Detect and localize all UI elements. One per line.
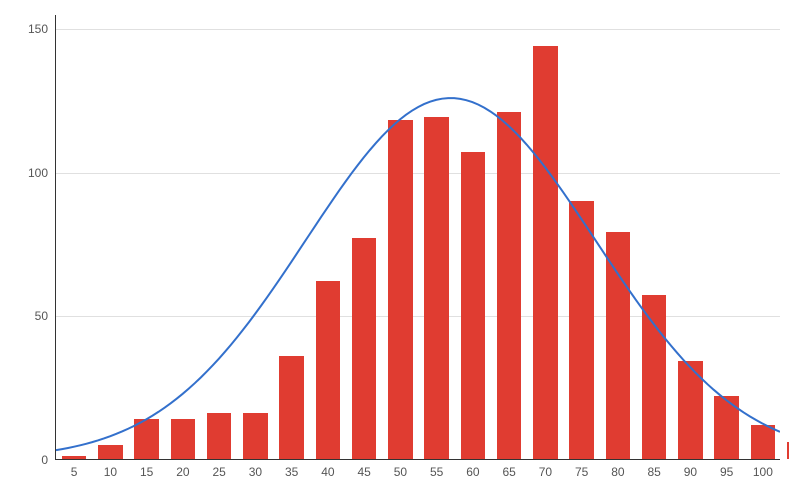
histogram-bar [642,295,667,459]
x-tick-label: 15 [140,459,153,479]
x-tick-label: 50 [394,459,407,479]
distribution-curve [56,98,780,450]
histogram-bar [533,46,558,459]
histogram-chart: 0 50 100 150 5 10 15 20 25 30 35 40 45 50 55 60 65 70 75 80… [25,15,780,485]
histogram-bar [569,201,594,459]
x-tick-label: 85 [647,459,660,479]
plot-area: 0501001505101520253035404550556065707580… [55,15,780,460]
x-tick-label: 100 [753,459,773,479]
gridline [56,316,780,317]
x-tick-label: 70 [539,459,552,479]
histogram-bar [316,281,341,459]
histogram-bar [751,425,776,459]
histogram-bar [497,112,522,459]
histogram-bar [388,120,413,459]
histogram-bar [424,117,449,459]
y-tick-label: 150 [26,22,56,36]
histogram-bar [243,413,268,459]
x-tick-label: 25 [212,459,225,479]
histogram-bar [714,396,739,459]
histogram-bar [678,361,703,459]
x-tick-label: 75 [575,459,588,479]
curve-overlay [56,15,780,459]
x-tick-label: 80 [611,459,624,479]
y-tick-label: 50 [26,309,56,323]
x-tick-label: 55 [430,459,443,479]
x-tick-label: 45 [357,459,370,479]
histogram-bar [171,419,196,459]
x-tick-label: 90 [684,459,697,479]
histogram-bar [461,152,486,459]
x-tick-label: 60 [466,459,479,479]
x-tick-label: 10 [104,459,117,479]
y-tick-label: 0 [26,453,56,467]
histogram-bar [134,419,159,459]
histogram-bar [352,238,377,459]
histogram-bar [98,445,123,459]
x-tick-label: 20 [176,459,189,479]
gridline [56,173,780,174]
histogram-bar [62,456,87,459]
x-tick-label: 30 [249,459,262,479]
y-tick-label: 100 [26,166,56,180]
x-tick-label: 95 [720,459,733,479]
x-tick-label: 65 [502,459,515,479]
histogram-bar [207,413,232,459]
x-tick-label: 40 [321,459,334,479]
x-tick-label: 5 [71,459,78,479]
histogram-bar [279,356,304,459]
gridline [56,29,780,30]
x-tick-label: 35 [285,459,298,479]
histogram-bar [606,232,631,459]
